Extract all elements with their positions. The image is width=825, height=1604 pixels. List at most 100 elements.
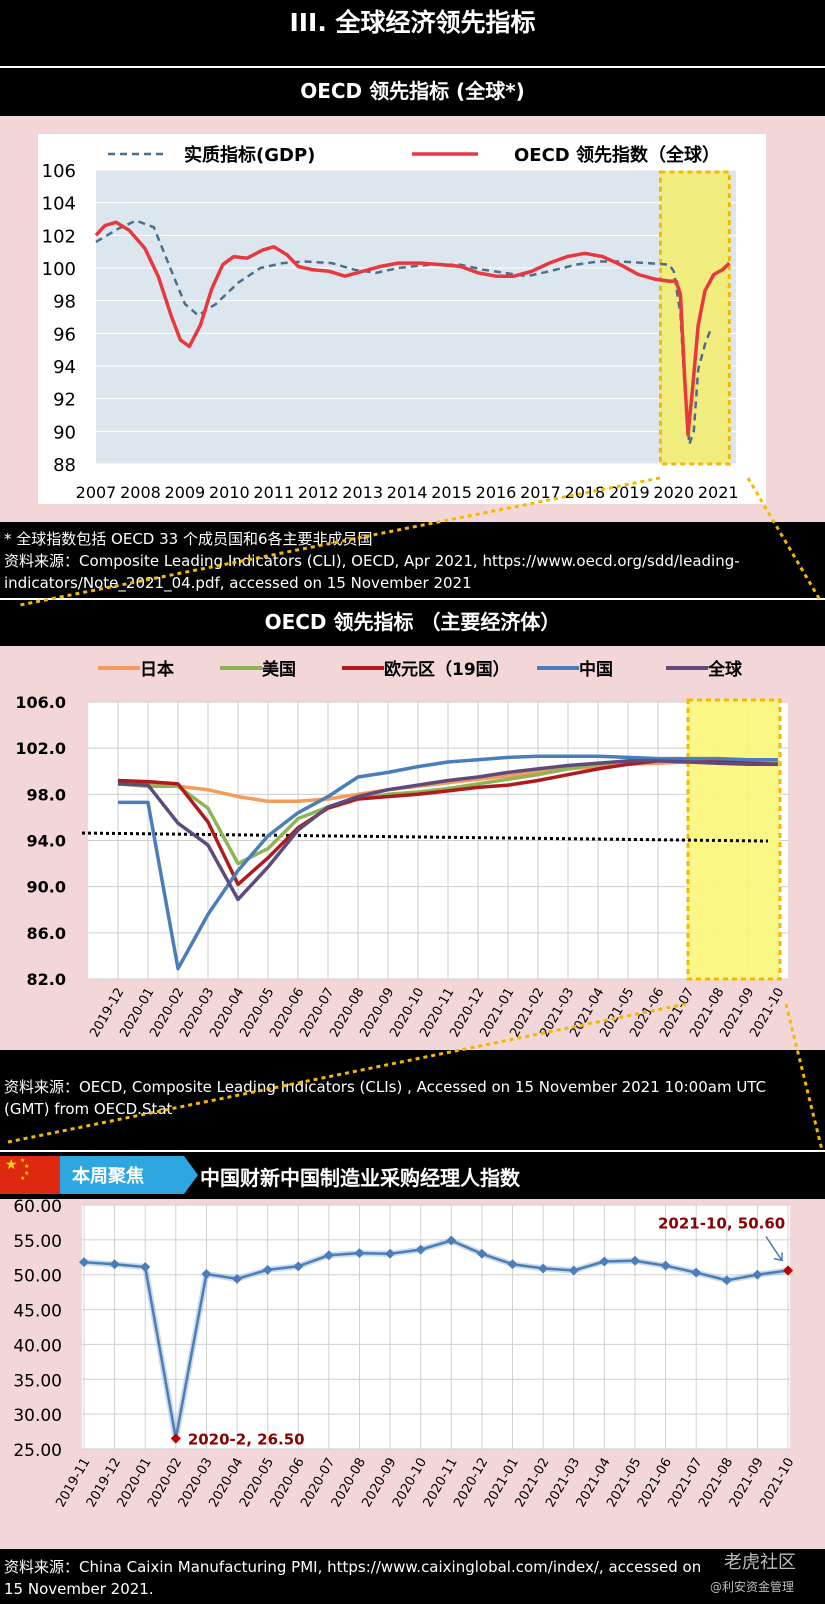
data-point: [691, 1267, 702, 1278]
annotation-arrowhead: [773, 1252, 783, 1262]
legend-label: 全球: [707, 659, 743, 680]
y-tick-label: 86.0: [27, 924, 66, 943]
highlight-point: [170, 1433, 181, 1444]
x-tick-label: 2018: [565, 483, 606, 502]
y-tick-label: 50.00: [13, 1267, 62, 1287]
data-point: [415, 1244, 426, 1255]
y-tick-label: 106: [42, 161, 76, 182]
series-line: [83, 1239, 789, 1439]
highlight-box: [686, 698, 782, 981]
data-point: [538, 1263, 549, 1274]
y-tick-label: 90: [53, 422, 76, 443]
divider: [0, 1150, 825, 1152]
reference-line: [81, 831, 769, 843]
x-tick-label: 2012: [298, 483, 339, 502]
data-point: [201, 1269, 212, 1280]
y-tick-label: 40.00: [13, 1336, 62, 1356]
y-tick-label: 102: [42, 226, 76, 247]
data-point: [752, 1269, 763, 1280]
highlight-point: [783, 1265, 793, 1276]
series-line-1: [94, 220, 731, 437]
divider: [0, 66, 825, 68]
y-tick-label: 92: [53, 390, 76, 411]
x-tick-label: 2019: [609, 483, 650, 502]
legend-label: 实质指标(GDP): [184, 144, 315, 166]
annotation-label: 2020-2, 26.50: [188, 1431, 305, 1449]
section1-source: 资料来源：Composite Leading Indicators (CLI),…: [4, 552, 740, 592]
data-point: [446, 1235, 457, 1246]
legend-label: 日本: [140, 659, 174, 680]
data-point: [323, 1250, 334, 1261]
section2-title: OECD 领先指标 （主要经济体）: [264, 610, 561, 634]
china-flag-icon: ★ ★ ★ ★ ★: [0, 1156, 60, 1194]
annotation-label: 2021-10, 50.60: [658, 1215, 785, 1233]
x-tick-label: 2011: [253, 483, 294, 502]
annotation-arrow: [765, 1236, 783, 1261]
data-point: [599, 1256, 610, 1267]
series-line-3: [118, 754, 778, 971]
y-tick-label: 104: [42, 194, 76, 215]
data-point: [629, 1255, 640, 1266]
section2-source: 资料来源：OECD, Composite Leading Indicators …: [4, 1078, 767, 1118]
legend-label: 美国: [262, 659, 296, 680]
data-point: [568, 1265, 579, 1276]
chart-caixin-pmi: 60.00 55.00 50.00 45.00 40.00 35.00 30.00 25.00…: [13, 1199, 797, 1510]
plot-background: [82, 1205, 790, 1449]
y-tick-label: 60.00: [13, 1199, 62, 1217]
x-tick-label: 2021: [698, 483, 739, 502]
y-tick-label: 106.0: [15, 693, 66, 712]
data-point: [660, 1260, 671, 1271]
y-tick-label: 45.00: [13, 1302, 62, 1322]
y-tick-label: 94: [53, 357, 76, 378]
section1-title: OECD 领先指标 (全球*): [300, 79, 525, 103]
y-tick-label: 98: [53, 292, 76, 313]
legend-label: OECD 领先指数（全球）: [514, 144, 720, 166]
connector-lines: [7, 476, 824, 1151]
focus-badge-label: 本周聚焦: [72, 1166, 144, 1187]
x-tick-label: 2016: [476, 483, 517, 502]
x-tick-label: 2007: [76, 483, 117, 502]
x-tick-label: 2017: [520, 483, 561, 502]
data-point: [109, 1259, 120, 1270]
y-tick-label: 100: [42, 259, 76, 280]
y-tick-label: 102.0: [15, 739, 66, 758]
divider: [0, 598, 825, 600]
y-tick-label: 82.0: [27, 970, 66, 989]
page-title: III. 全球经济领先指标: [289, 8, 536, 37]
y-tick-label: 25.00: [13, 1441, 62, 1461]
data-point: [476, 1248, 487, 1259]
data-point: [79, 1257, 89, 1268]
y-tick-label: 94.0: [27, 832, 66, 851]
y-tick-label: 55.00: [13, 1232, 62, 1252]
legend-label: 欧元区（19国）: [384, 659, 510, 680]
x-tick-label: 2015: [431, 483, 472, 502]
chart-oecd-major-economies: 106.0102.098.094.090.086.082.02019-12202…: [15, 659, 788, 1040]
focus-badge-shape: [60, 1156, 198, 1194]
data-point: [354, 1248, 365, 1259]
series-line-4: [117, 759, 778, 902]
watermark-subtext: @利安资金管理: [710, 1580, 795, 1594]
section3-title: 中国财新中国制造业采购经理人指数: [200, 1166, 520, 1190]
section1-footnote: * 全球指数包括 OECD 33 个成员国和6各主要非成员国: [4, 530, 373, 548]
x-tick-label: 2014: [387, 483, 428, 502]
y-tick-label: 96: [53, 324, 76, 345]
data-point: [507, 1259, 518, 1270]
x-tick-label: 2020: [653, 483, 694, 502]
y-tick-label: 88: [53, 455, 76, 476]
x-tick-label: 2009: [165, 483, 206, 502]
y-tick-label: 90.0: [27, 878, 66, 897]
data-point: [232, 1273, 243, 1284]
data-point: [293, 1261, 304, 1272]
y-tick-label: 98.0: [27, 785, 66, 804]
x-tick-label: 2010: [209, 483, 250, 502]
x-tick-label: 2013: [342, 483, 383, 502]
x-tick-label: 2008: [120, 483, 161, 502]
data-point: [262, 1264, 273, 1275]
y-tick-label: 30.00: [13, 1406, 62, 1426]
watermark-text: 老虎社区: [724, 1552, 796, 1573]
data-point: [721, 1275, 732, 1286]
data-point: [385, 1248, 396, 1259]
data-point: [140, 1262, 151, 1273]
legend-label: 中国: [579, 659, 613, 680]
